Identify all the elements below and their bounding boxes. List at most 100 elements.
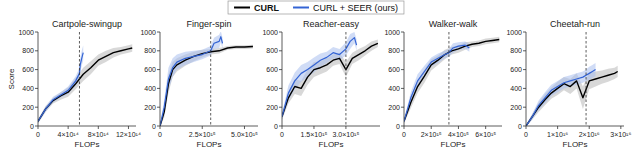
- std-band: [282, 32, 357, 119]
- x-tick-label: 4×10¹⁴: [58, 131, 79, 138]
- x-tick: [345, 126, 346, 129]
- panel-title: Cheetah-run: [550, 19, 600, 29]
- y-tick: [35, 50, 38, 51]
- y-tick: [35, 107, 38, 108]
- series-line: [160, 47, 253, 126]
- legend: CURLCURL + SEER (ours): [228, 1, 404, 14]
- y-tick: [401, 88, 404, 89]
- y-axis-label: Score: [7, 68, 16, 89]
- legend-swatch: [293, 7, 309, 9]
- x-tick-label: 0: [524, 131, 528, 138]
- y-tick-label: 0: [518, 123, 522, 130]
- x-tick-label: 0: [402, 131, 406, 138]
- std-band: [404, 37, 499, 123]
- y-tick-label: 1000: [140, 29, 156, 36]
- y-tick-label: 1000: [262, 29, 278, 36]
- x-axis: [160, 126, 258, 127]
- y-tick-label: 200: [510, 104, 522, 111]
- y-tick: [279, 88, 282, 89]
- y-tick-label: 400: [266, 85, 278, 92]
- x-tick-label: 2×10¹⁶: [579, 131, 600, 138]
- x-axis: [526, 126, 624, 127]
- y-tick-label: 800: [266, 47, 278, 54]
- y-tick: [157, 50, 160, 51]
- y-tick-label: 800: [510, 47, 522, 54]
- y-tick-label: 400: [144, 85, 156, 92]
- y-tick: [523, 32, 526, 33]
- std-band: [526, 63, 596, 126]
- y-tick: [401, 69, 404, 70]
- y-tick-label: 200: [144, 104, 156, 111]
- panel-title: Reacher-easy: [303, 19, 360, 29]
- y-tick-label: 0: [30, 123, 34, 130]
- y-tick: [279, 69, 282, 70]
- x-tick: [620, 126, 621, 129]
- x-tick: [98, 126, 99, 129]
- x-tick: [244, 126, 245, 129]
- x-axis: [404, 126, 502, 127]
- y-tick: [279, 50, 282, 51]
- y-tick: [35, 32, 38, 33]
- x-tick: [282, 126, 283, 129]
- x-axis-label: FLOPs: [319, 140, 344, 149]
- series-line: [404, 40, 499, 122]
- y-tick-label: 0: [396, 123, 400, 130]
- plot-area: [404, 32, 499, 126]
- y-tick: [35, 126, 38, 127]
- x-tick: [458, 126, 459, 129]
- y-tick-label: 600: [266, 66, 278, 73]
- x-tick-label: 1×10¹⁶: [547, 131, 568, 138]
- legend-box: [228, 1, 404, 14]
- y-tick-label: 400: [510, 85, 522, 92]
- x-tick: [431, 126, 432, 129]
- x-tick-label: 5.0×10¹⁵: [231, 131, 258, 138]
- budget-line: [210, 32, 211, 126]
- x-tick-label: 2.5×10¹⁵: [189, 131, 216, 138]
- y-tick: [279, 107, 282, 108]
- series-line: [282, 43, 378, 116]
- std-band: [38, 44, 132, 123]
- y-axis: [160, 32, 161, 126]
- x-tick: [404, 126, 405, 129]
- y-tick-label: 200: [266, 104, 278, 111]
- panel: Walker-walk0200400600800100002×10¹⁵4×10¹…: [384, 19, 502, 149]
- legend-swatch: [234, 7, 250, 9]
- x-tick: [202, 126, 203, 129]
- y-tick: [35, 69, 38, 70]
- series-line: [404, 45, 469, 121]
- x-tick-label: 8×10¹⁴: [88, 131, 109, 138]
- y-tick-label: 800: [22, 47, 34, 54]
- y-tick: [523, 50, 526, 51]
- legend-label: CURL + SEER (ours): [313, 3, 398, 13]
- y-axis: [38, 32, 39, 126]
- y-tick: [523, 88, 526, 89]
- plot-area: [38, 32, 132, 126]
- y-tick: [279, 32, 282, 33]
- panel: Cartpole-swingup0200400600800100004×10¹⁴…: [7, 19, 141, 149]
- budget-line: [79, 32, 80, 126]
- y-tick: [523, 107, 526, 108]
- y-tick-label: 0: [152, 123, 156, 130]
- x-axis-label: FLOPs: [197, 140, 222, 149]
- y-tick: [523, 126, 526, 127]
- x-tick: [313, 126, 314, 129]
- panel: Cheetah-run0200400600800100001×10¹⁶2×10¹…: [506, 19, 631, 149]
- panel-title: Walker-walk: [429, 19, 478, 29]
- x-tick-label: 2×10¹⁵: [421, 131, 442, 138]
- panel-title: Finger-spin: [186, 19, 231, 29]
- y-tick-label: 600: [144, 66, 156, 73]
- x-tick-label: 0: [158, 131, 162, 138]
- y-axis: [404, 32, 405, 126]
- y-tick: [157, 88, 160, 89]
- y-tick-label: 1000: [506, 29, 522, 36]
- plot-area: [160, 32, 253, 126]
- y-tick: [157, 69, 160, 70]
- plot-area: [526, 32, 618, 126]
- x-tick: [38, 126, 39, 129]
- x-tick: [128, 126, 129, 129]
- x-tick: [485, 126, 486, 129]
- y-axis: [526, 32, 527, 126]
- panel: Reacher-easy0200400600800100001.5×10¹⁵3.…: [262, 19, 380, 149]
- y-tick-label: 0: [274, 123, 278, 130]
- panel-title: Cartpole-swingup: [52, 19, 122, 29]
